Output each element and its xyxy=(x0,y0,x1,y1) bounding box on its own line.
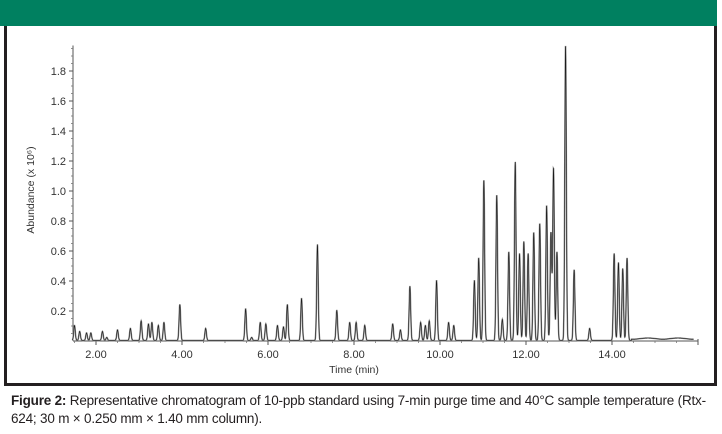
figure-caption: Figure 2: Representative chromatogram of… xyxy=(11,392,711,428)
axes xyxy=(69,45,699,345)
x-tick-label: 10.00 xyxy=(426,349,454,361)
x-tick-label: 12.00 xyxy=(512,349,540,361)
y-tick-label: 1.6 xyxy=(51,96,66,108)
y-tick-label: 0.6 xyxy=(51,246,66,258)
header-band xyxy=(0,0,717,26)
x-axis-title: Time (min) xyxy=(329,364,379,376)
y-tick-label: 1.0 xyxy=(51,186,66,198)
caption-label: Figure 2: xyxy=(11,393,67,408)
x-tick-label: 8.00 xyxy=(343,349,364,361)
axis-labels: 0.2 0.4 0.6 0.8 1.0 1.2 1.4 1.6 1.8 2.00 4.00 6.00 8… xyxy=(25,66,626,376)
y-axis-title: Abundance (x 10⁶) xyxy=(25,146,37,233)
y-tick-label: 1.2 xyxy=(51,156,66,168)
x-tick-label: 4.00 xyxy=(171,349,192,361)
x-tick-label: 2.00 xyxy=(85,349,106,361)
caption-text: Representative chromatogram of 10-ppb st… xyxy=(11,393,706,426)
y-tick-label: 0.8 xyxy=(51,216,66,228)
y-tick-label: 1.8 xyxy=(51,66,66,78)
y-tick-label: 0.4 xyxy=(51,276,66,288)
x-tick-label: 6.00 xyxy=(257,349,278,361)
chromatogram-trace xyxy=(71,45,694,342)
x-tick-label: 14.00 xyxy=(598,349,626,361)
y-tick-label: 0.2 xyxy=(51,306,66,318)
y-tick-label: 1.4 xyxy=(51,126,66,138)
figure-frame xyxy=(4,26,717,386)
